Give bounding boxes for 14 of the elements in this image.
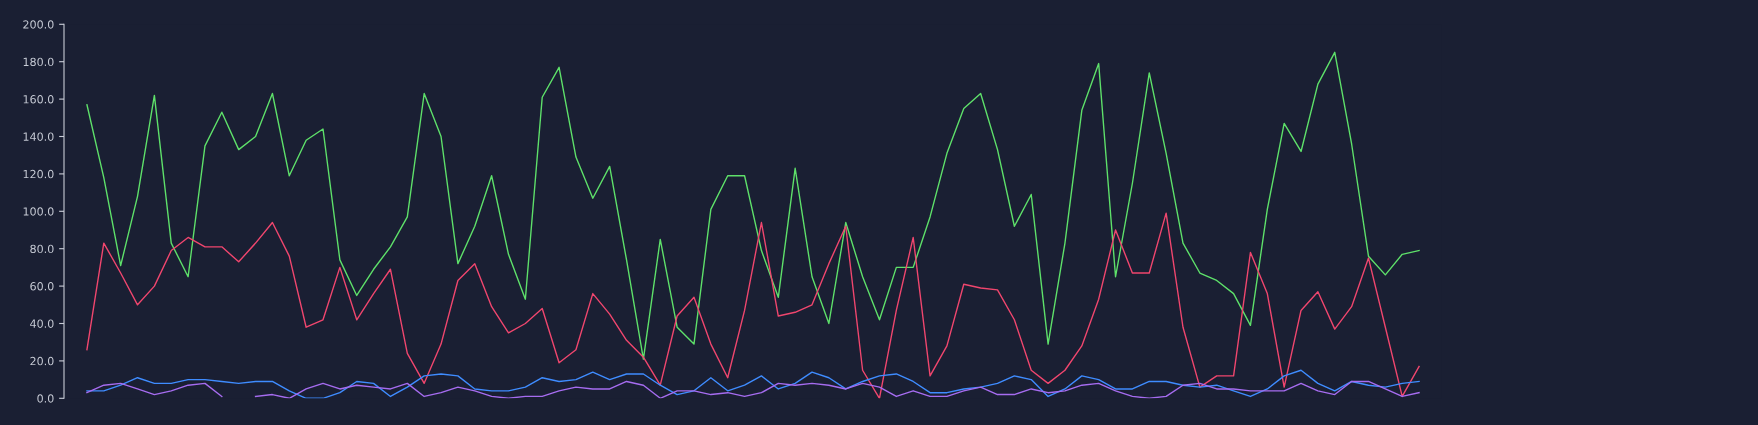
y-tick-label: 160.0 [23, 95, 54, 104]
y-tick-label: 60.0 [30, 282, 54, 291]
line-series [86, 51, 1420, 360]
y-tick-label: 40.0 [30, 319, 54, 328]
y-tick-label: 20.0 [30, 356, 54, 366]
y-tick-label: 180.0 [23, 57, 54, 67]
y-tick-label: 120.0 [23, 169, 54, 179]
line-series [86, 212, 1420, 399]
y-tick-label: 140.0 [23, 132, 54, 141]
y-tick-label: 200.0 [23, 20, 54, 29]
y-tick-label: 0.0 [37, 394, 54, 403]
y-tick-label: 100.0 [23, 207, 54, 216]
line-series [86, 369, 1420, 399]
y-tick-label: 80.0 [30, 244, 54, 254]
